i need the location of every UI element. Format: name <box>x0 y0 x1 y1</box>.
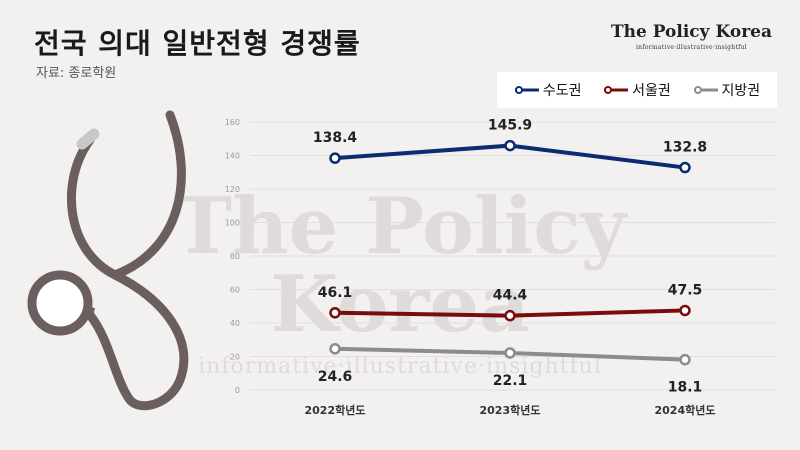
brand-logo: The Policy Korea informative·illustrativ… <box>611 22 772 51</box>
y-tick-label: 160 <box>225 118 240 127</box>
data-point <box>329 152 341 164</box>
data-point <box>504 347 516 359</box>
data-label: 18.1 <box>668 380 703 396</box>
legend-item-seoul: 서울권 <box>603 80 671 100</box>
data-label: 22.1 <box>493 373 528 389</box>
legend-label-regional: 지방권 <box>721 83 761 99</box>
legend-swatch-capital <box>514 86 539 94</box>
data-label: 132.8 <box>663 140 707 156</box>
y-tick-label: 120 <box>225 185 240 194</box>
y-tick-label: 60 <box>230 286 240 295</box>
data-point <box>329 307 341 319</box>
legend-swatch-seoul <box>604 86 629 94</box>
chart-title: 전국 의대 일반전형 경쟁률 <box>34 27 361 60</box>
x-tick-label: 2023학년도 <box>480 403 541 417</box>
y-tick-label: 80 <box>230 252 240 261</box>
y-tick-label: 140 <box>225 152 240 161</box>
stethoscope-icon <box>27 110 189 411</box>
data-point <box>504 139 516 152</box>
data-label: 44.4 <box>493 288 528 304</box>
legend-label-capital: 수도권 <box>542 83 582 99</box>
brand-tagline: informative·illustrative·insightful <box>635 44 748 51</box>
legend-item-regional: 지방권 <box>693 80 761 100</box>
y-tick-label: 20 <box>230 353 240 362</box>
data-point <box>679 161 691 174</box>
data-point <box>504 309 516 322</box>
legend: 수도권 서울권 지방권 <box>497 72 777 108</box>
brand-name: The Policy Korea <box>610 22 772 42</box>
data-label: 138.4 <box>313 130 358 146</box>
y-tick-label: 100 <box>225 219 240 228</box>
data-label: 24.6 <box>318 369 353 385</box>
data-label: 46.1 <box>318 285 353 301</box>
data-label: 47.5 <box>668 282 703 298</box>
data-point <box>679 304 691 317</box>
x-tick-label: 2022학년도 <box>305 403 366 417</box>
y-tick-label: 40 <box>230 319 240 328</box>
data-point <box>329 343 341 355</box>
legend-swatch-regional <box>693 86 718 94</box>
data-label: 145.9 <box>488 118 532 134</box>
legend-label-seoul: 서울권 <box>632 83 671 99</box>
source-note: 자료: 종로학원 <box>36 66 117 81</box>
data-point <box>679 353 691 366</box>
x-tick-label: 2024학년도 <box>655 403 716 417</box>
legend-item-capital: 수도권 <box>514 80 582 100</box>
y-tick-label: 0 <box>235 386 240 395</box>
